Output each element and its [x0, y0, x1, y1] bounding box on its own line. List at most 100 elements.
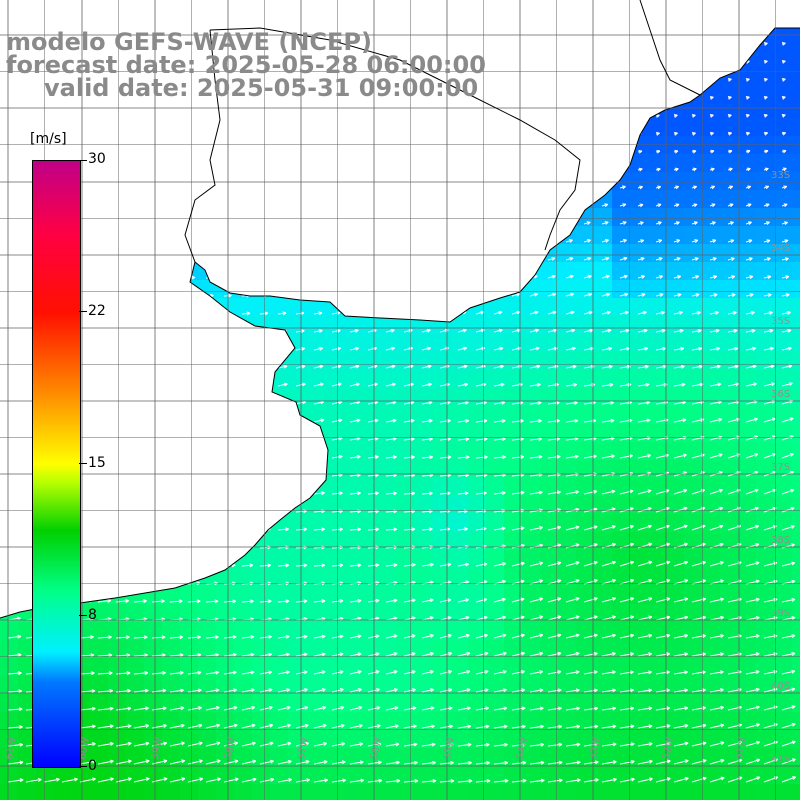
wind-speed-cell: [702, 154, 720, 172]
wind-speed-cell: [720, 208, 738, 226]
wind-speed-cell: [414, 514, 432, 532]
wind-speed-cell: [648, 496, 666, 514]
wind-speed-cell: [756, 784, 774, 800]
wind-speed-cell: [234, 604, 252, 622]
wind-speed-cell: [594, 658, 612, 676]
wind-speed-cell: [792, 478, 800, 496]
wind-speed-cell: [756, 514, 774, 532]
wind-speed-cell: [450, 784, 468, 800]
wind-speed-cell: [792, 496, 800, 514]
wind-speed-cell: [396, 370, 414, 388]
wind-speed-cell: [198, 604, 216, 622]
wind-speed-cell: [216, 622, 234, 640]
wind-speed-cell: [432, 586, 450, 604]
wind-speed-cell: [342, 388, 360, 406]
wind-speed-cell: [738, 568, 756, 586]
wind-speed-cell: [252, 604, 270, 622]
wind-speed-cell: [378, 784, 396, 800]
wind-speed-cell: [306, 388, 324, 406]
wind-speed-cell: [792, 118, 800, 136]
wind-speed-cell: [432, 640, 450, 658]
wind-speed-cell: [738, 406, 756, 424]
wind-speed-cell: [684, 604, 702, 622]
wind-speed-cell: [684, 586, 702, 604]
wind-speed-cell: [702, 658, 720, 676]
wind-speed-cell: [540, 532, 558, 550]
wind-speed-cell: [756, 496, 774, 514]
wind-speed-cell: [468, 442, 486, 460]
wind-speed-cell: [0, 784, 18, 800]
wind-speed-cell: [576, 604, 594, 622]
wind-speed-cell: [702, 478, 720, 496]
wind-speed-cell: [558, 604, 576, 622]
wind-speed-cell: [666, 172, 684, 190]
colorbar: [32, 160, 81, 768]
wind-speed-cell: [792, 658, 800, 676]
wind-speed-cell: [756, 208, 774, 226]
wind-speed-cell: [234, 784, 252, 800]
wind-speed-cell: [342, 460, 360, 478]
wind-speed-cell: [342, 352, 360, 370]
wind-speed-cell: [720, 622, 738, 640]
colorbar-tick: [79, 463, 87, 464]
wind-speed-cell: [378, 370, 396, 388]
wind-speed-cell: [720, 658, 738, 676]
wind-speed-cell: [378, 568, 396, 586]
wind-speed-cell: [666, 460, 684, 478]
wind-speed-cell: [756, 478, 774, 496]
wind-speed-cell: [144, 622, 162, 640]
wind-speed-cell: [522, 640, 540, 658]
wind-speed-cell: [414, 406, 432, 424]
wind-speed-cell: [774, 28, 792, 46]
wind-speed-cell: [792, 64, 800, 82]
wind-speed-cell: [648, 640, 666, 658]
wind-speed-cell: [414, 622, 432, 640]
wind-speed-cell: [666, 388, 684, 406]
wind-speed-cell: [108, 784, 126, 800]
wind-speed-cell: [666, 442, 684, 460]
wind-speed-cell: [756, 388, 774, 406]
wind-speed-cell: [684, 190, 702, 208]
wind-speed-cell: [486, 622, 504, 640]
wind-speed-cell: [738, 460, 756, 478]
wind-speed-cell: [558, 334, 576, 352]
wind-speed-cell: [702, 280, 720, 298]
wind-speed-cell: [738, 370, 756, 388]
wind-speed-cell: [396, 712, 414, 730]
wind-speed-cell: [630, 406, 648, 424]
wind-speed-cell: [504, 640, 522, 658]
wind-speed-cell: [522, 334, 540, 352]
wind-speed-cell: [630, 316, 648, 334]
wind-speed-cell: [666, 370, 684, 388]
wind-speed-cell: [270, 568, 288, 586]
wind-speed-cell: [612, 514, 630, 532]
wind-speed-cell: [648, 244, 666, 262]
wind-speed-cell: [252, 586, 270, 604]
wind-speed-cell: [108, 604, 126, 622]
wind-speed-cell: [288, 784, 306, 800]
wind-speed-cell: [720, 388, 738, 406]
wind-speed-cell: [594, 622, 612, 640]
wind-speed-cell: [792, 388, 800, 406]
wind-speed-cell: [792, 280, 800, 298]
wind-speed-cell: [594, 334, 612, 352]
wind-speed-cell: [738, 154, 756, 172]
wind-speed-cell: [306, 568, 324, 586]
wind-speed-cell: [486, 784, 504, 800]
wind-speed-cell: [720, 154, 738, 172]
wind-speed-cell: [360, 460, 378, 478]
wind-speed-cell: [774, 118, 792, 136]
wind-speed-cell: [198, 658, 216, 676]
wind-speed-cell: [378, 550, 396, 568]
wind-speed-cell: [468, 388, 486, 406]
wind-speed-cell: [450, 442, 468, 460]
latitude-label: 41S: [771, 754, 790, 765]
wind-speed-cell: [684, 550, 702, 568]
wind-speed-cell: [738, 118, 756, 136]
wind-speed-cell: [432, 514, 450, 532]
wind-speed-cell: [756, 640, 774, 658]
wind-speed-cell: [756, 622, 774, 640]
wind-speed-cell: [342, 532, 360, 550]
wind-speed-cell: [54, 784, 72, 800]
wind-speed-cell: [522, 676, 540, 694]
